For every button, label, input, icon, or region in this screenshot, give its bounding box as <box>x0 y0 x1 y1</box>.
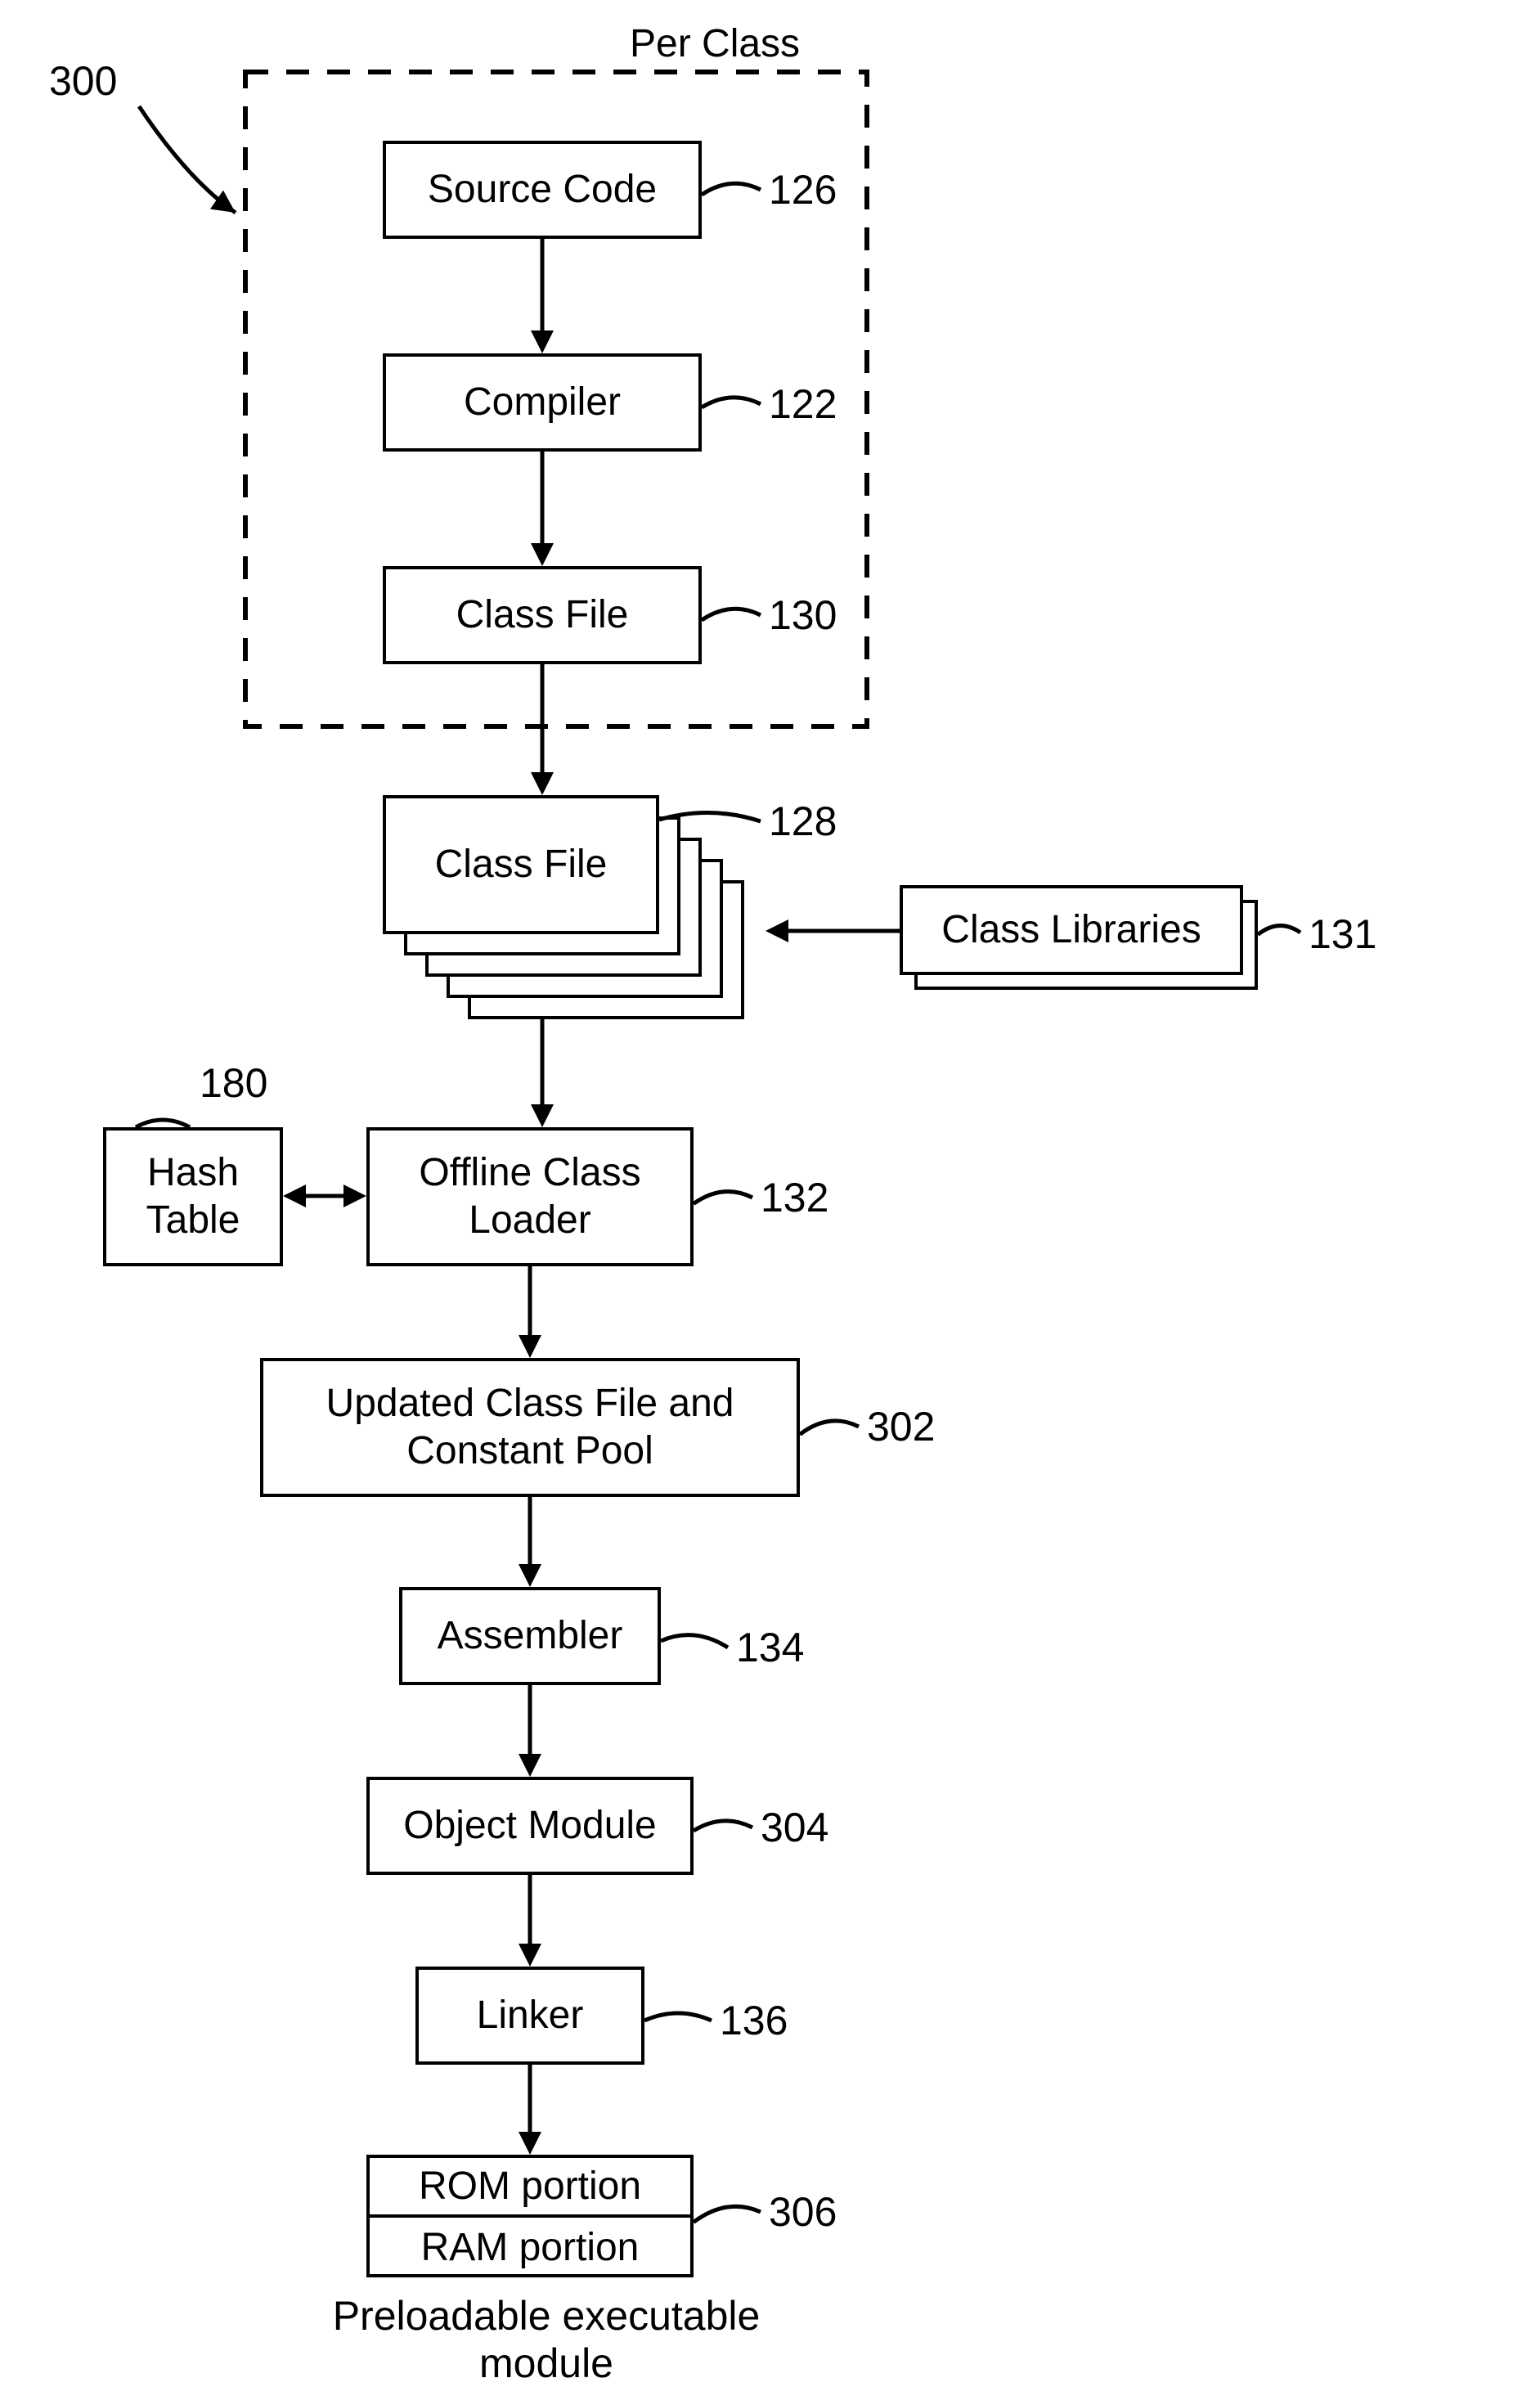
id-302: 302 <box>867 1403 935 1450</box>
per-class-label: Per Class <box>630 21 800 66</box>
assembler-node: Assembler <box>399 1587 661 1685</box>
class-file-1-node: Class File <box>383 566 702 664</box>
caption: Preloadable executable module <box>293 2292 800 2387</box>
id-180: 180 <box>200 1059 267 1107</box>
source-code-node: Source Code <box>383 141 702 239</box>
id-130: 130 <box>769 591 837 639</box>
id-136: 136 <box>720 1997 788 2044</box>
id-304: 304 <box>761 1804 828 1851</box>
id-126: 126 <box>769 166 837 214</box>
compiler-node: Compiler <box>383 353 702 452</box>
diagram-canvas: 300 Per Class Preloadable executable mod… <box>0 0 1540 2305</box>
id-122: 122 <box>769 380 837 428</box>
ref-label: 300 <box>49 57 117 105</box>
hash-table-node: HashTable <box>103 1127 283 1266</box>
object-module-node: Object Module <box>366 1777 694 1875</box>
ram-portion: RAM portion <box>370 2218 690 2277</box>
id-132: 132 <box>761 1174 828 1221</box>
class-file-stack-layer: Class File <box>383 795 659 934</box>
id-131: 131 <box>1309 910 1376 958</box>
linker-node: Linker <box>415 1967 644 2065</box>
updated-pool-node: Updated Class File andConstant Pool <box>260 1358 800 1497</box>
rom-portion: ROM portion <box>370 2158 690 2218</box>
offline-loader-node: Offline ClassLoader <box>366 1127 694 1266</box>
id-306: 306 <box>769 2188 837 2236</box>
id-134: 134 <box>736 1624 804 1671</box>
rom-ram-node: ROM portionRAM portion <box>366 2155 694 2277</box>
class-libraries-node: Class Libraries <box>900 885 1243 975</box>
id-128: 128 <box>769 798 837 845</box>
